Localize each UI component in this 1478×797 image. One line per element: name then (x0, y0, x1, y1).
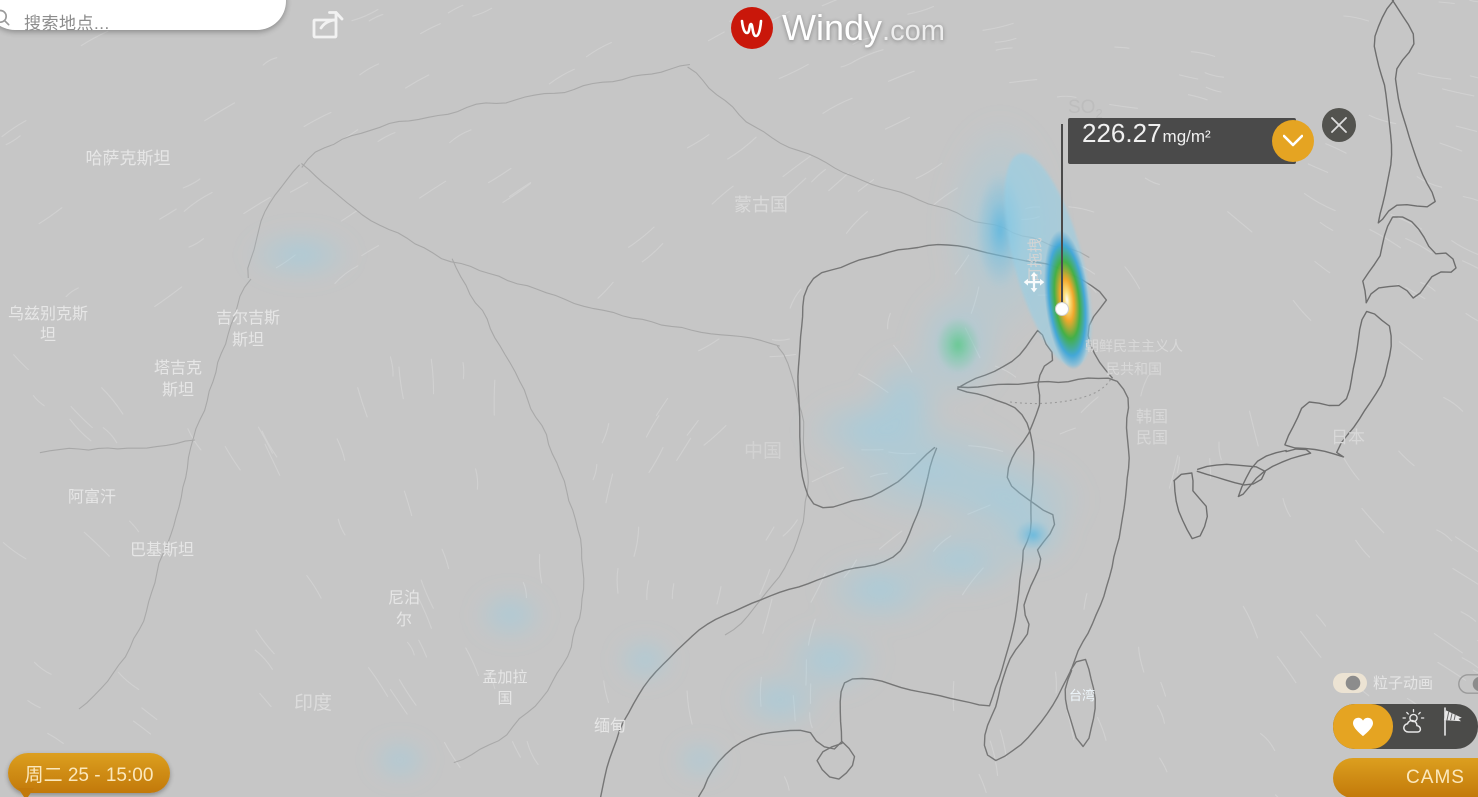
svg-text:朝鲜民主主义人: 朝鲜民主主义人 (1085, 338, 1183, 354)
svg-text:民国: 民国 (1136, 430, 1168, 447)
svg-text:印度: 印度 (294, 692, 332, 714)
svg-text:巴基斯坦: 巴基斯坦 (130, 541, 194, 559)
svg-text:哈萨克斯坦: 哈萨克斯坦 (86, 149, 171, 168)
svg-text:斯坦: 斯坦 (232, 331, 264, 349)
svg-text:台湾: 台湾 (1069, 688, 1095, 703)
svg-text:民共和国: 民共和国 (1106, 361, 1162, 377)
svg-text:蒙古国: 蒙古国 (734, 195, 788, 215)
svg-text:斯坦: 斯坦 (162, 381, 194, 399)
svg-text:国: 国 (497, 690, 512, 707)
svg-text:孟加拉: 孟加拉 (482, 669, 527, 686)
svg-text:缅甸: 缅甸 (594, 717, 626, 735)
svg-text:韩国: 韩国 (1136, 408, 1168, 426)
svg-text:坦: 坦 (40, 326, 56, 344)
svg-text:吉尔吉斯: 吉尔吉斯 (216, 309, 280, 327)
svg-text:日本: 日本 (1331, 428, 1365, 447)
svg-text:乌兹别克斯: 乌兹别克斯 (8, 305, 88, 323)
svg-text:阿富汗: 阿富汗 (68, 488, 116, 506)
svg-text:尔: 尔 (396, 611, 412, 629)
svg-text:塔吉克: 塔吉克 (154, 359, 202, 377)
svg-text:中国: 中国 (744, 440, 782, 462)
svg-text:尼泊: 尼泊 (388, 589, 420, 607)
